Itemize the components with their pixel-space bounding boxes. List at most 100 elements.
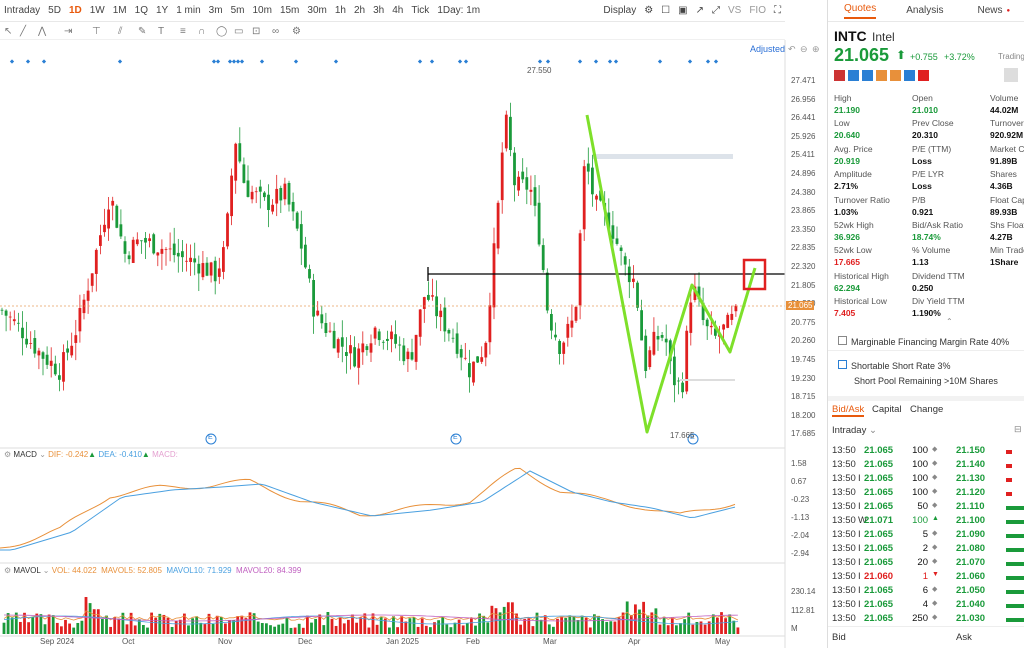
price-tick: 25.411 xyxy=(791,150,815,160)
cursor-icon[interactable]: ↖ xyxy=(4,26,13,37)
volume-bar xyxy=(310,622,313,634)
volume-bar xyxy=(338,617,342,634)
tab-news[interactable]: News xyxy=(977,5,1003,16)
stat-label: % Volume xyxy=(912,245,951,256)
mavol-title[interactable]: MAVOL xyxy=(13,566,41,575)
link-tool-icon[interactable]: ∞ xyxy=(272,26,280,37)
tf-30m[interactable]: 30m xyxy=(307,5,327,16)
fib-tool-icon[interactable]: ≡ xyxy=(180,26,186,37)
ray-tool-icon[interactable]: ⇥ xyxy=(64,26,73,37)
date-label: Nov xyxy=(218,637,233,646)
tf-5d[interactable]: 5D xyxy=(48,5,61,16)
tf-4h[interactable]: 4h xyxy=(392,5,404,16)
candle-body xyxy=(279,188,283,201)
candle-body xyxy=(422,297,426,309)
volume-tick: M xyxy=(791,624,798,633)
event-marker xyxy=(687,59,693,64)
tf-15m[interactable]: 15m xyxy=(279,5,300,16)
candle-body xyxy=(632,278,635,282)
volume-bar xyxy=(260,623,264,634)
tf-1h[interactable]: 1h xyxy=(334,5,346,16)
heart-icon[interactable] xyxy=(918,70,929,81)
circle-tool-icon[interactable]: ◯ xyxy=(216,26,228,37)
event-marker xyxy=(25,59,31,64)
vertical-line-icon[interactable]: ⊤ xyxy=(92,26,101,37)
adjusted-toggle[interactable]: Adjusted xyxy=(750,44,786,54)
macd-title[interactable]: MACD xyxy=(13,450,37,459)
tool-settings-icon[interactable]: ⚙ xyxy=(292,26,301,37)
tf-1y[interactable]: 1Y xyxy=(155,5,169,16)
bid-label: Bid xyxy=(832,632,846,643)
volume-bar xyxy=(400,616,404,634)
vs-button[interactable]: VS xyxy=(727,5,742,16)
stat-label: P/B xyxy=(912,194,926,205)
date-label: Mar xyxy=(543,637,557,646)
volume-bar xyxy=(347,619,350,634)
fio-button[interactable]: FIO xyxy=(749,5,766,16)
checkbox-icon[interactable]: ☐ xyxy=(661,5,671,16)
watchlist-icon[interactable] xyxy=(1004,68,1018,82)
price-chart[interactable] xyxy=(0,40,827,648)
stat-label: Float Cap xyxy=(990,194,1024,205)
stat-label: Shares xyxy=(990,169,1017,180)
earnings-marker-1[interactable]: E xyxy=(208,434,213,441)
volume-bar xyxy=(584,617,588,634)
candle-body xyxy=(599,190,602,201)
candle-body xyxy=(570,320,574,328)
tf-intraday[interactable]: Intraday xyxy=(4,5,41,16)
channel-tool-icon[interactable]: ⫽ xyxy=(118,26,123,37)
settings-icon[interactable]: ⚙ xyxy=(644,5,654,16)
earnings-marker-2[interactable]: E xyxy=(453,434,458,441)
expand-icon[interactable]: ⤢ xyxy=(711,5,720,16)
volume-bar xyxy=(285,618,289,634)
stat-value: 21.010 xyxy=(912,105,938,115)
zoom-in-icon[interactable]: ⊕ xyxy=(812,44,820,54)
arc-tool-icon[interactable]: ∩ xyxy=(198,26,206,37)
tf-1q[interactable]: 1Q xyxy=(134,5,148,16)
tf-tick[interactable]: Tick xyxy=(411,5,430,16)
share-icon[interactable]: ↗ xyxy=(695,5,704,16)
tf-1min[interactable]: 1 min xyxy=(176,5,201,16)
candle-body xyxy=(250,191,254,200)
candle-body xyxy=(463,357,467,359)
tf-3h[interactable]: 3h xyxy=(373,5,385,16)
volume-bar xyxy=(683,619,686,634)
tf-3m[interactable]: 3m xyxy=(208,5,223,16)
volume-bar xyxy=(224,623,227,634)
text-tool-icon[interactable]: T xyxy=(158,26,165,37)
tf-5m[interactable]: 5m xyxy=(230,5,245,16)
tab-bidask[interactable]: Bid/Ask xyxy=(832,404,865,417)
line-tool-icon[interactable]: ╱ xyxy=(20,26,27,37)
tab-quotes[interactable]: Quotes xyxy=(844,3,877,19)
brush-tool-icon[interactable]: ✎ xyxy=(138,26,147,37)
zoom-out-icon[interactable]: ⊖ xyxy=(800,44,808,54)
tf-1w[interactable]: 1W xyxy=(89,5,105,16)
rect-tool-icon[interactable]: ▭ xyxy=(234,26,244,37)
event-marker xyxy=(457,59,463,64)
fullscreen-icon[interactable]: ⛶ xyxy=(774,5,781,16)
tf-1d[interactable]: 1D xyxy=(68,5,82,16)
tab-capital[interactable]: Capital xyxy=(872,404,902,415)
candle-body xyxy=(398,344,402,346)
earnings-marker-3[interactable]: E xyxy=(690,434,695,441)
candle-body xyxy=(623,256,627,265)
volume-bar xyxy=(88,603,92,634)
tf-1m[interactable]: 1M xyxy=(112,5,127,16)
camera-icon[interactable]: ▣ xyxy=(678,5,688,16)
volume-bar xyxy=(125,624,129,634)
candle-body xyxy=(496,202,500,249)
tab-analysis[interactable]: Analysis xyxy=(906,5,944,16)
interval-select[interactable]: 1Day: 1m xyxy=(437,5,481,16)
intraday-select[interactable]: Intraday ⌄ xyxy=(832,425,877,436)
tf-2h[interactable]: 2h xyxy=(353,5,366,16)
display-dropdown[interactable]: Display xyxy=(603,5,637,16)
polyline-tool-icon[interactable]: ⋀ xyxy=(38,26,47,37)
undo-icon[interactable]: ↶ xyxy=(788,44,796,54)
collapse-icon[interactable]: ⌃ xyxy=(946,317,953,326)
tab-change[interactable]: Change xyxy=(910,404,944,415)
tf-10m[interactable]: 10m xyxy=(252,5,272,16)
volume-bar xyxy=(383,618,387,634)
ladder-expand-icon[interactable]: ⊟ xyxy=(1014,424,1022,434)
candle-body xyxy=(275,188,279,204)
measure-tool-icon[interactable]: ⊡ xyxy=(252,26,261,37)
